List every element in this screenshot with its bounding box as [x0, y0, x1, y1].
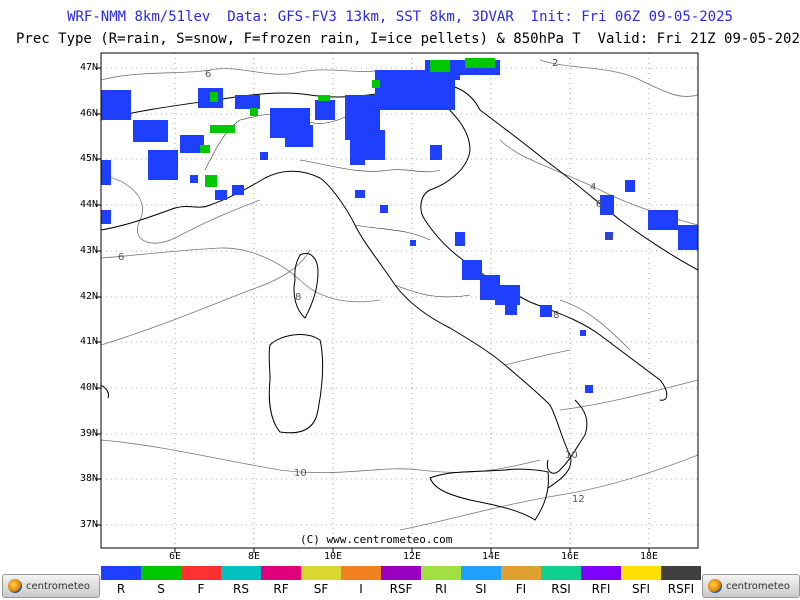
- legend-label: RI: [435, 582, 447, 596]
- model-info-title: WRF-NMM 8km/51lev Data: GFS-FV3 13km, SS…: [67, 9, 733, 25]
- precip-type-legend: [101, 566, 701, 580]
- isotherm-label: 4: [590, 182, 596, 193]
- legend-label: I: [359, 582, 363, 596]
- isotherm-label: 8: [295, 292, 301, 303]
- isotherm-label: 12: [572, 494, 585, 505]
- lon-label: 8E: [247, 551, 261, 562]
- graticule: [101, 53, 698, 548]
- axis-ticks: [96, 67, 650, 553]
- borders: [204, 97, 571, 366]
- legend-label: SFI: [631, 582, 651, 596]
- legend-swatch: [101, 566, 141, 580]
- lat-label: 39N: [79, 428, 98, 439]
- legend-swatch: [621, 566, 661, 580]
- lon-label: 16E: [560, 551, 580, 562]
- isotherm-label: 10: [565, 450, 578, 461]
- lat-label: 45N: [79, 153, 98, 164]
- legend-label: F: [197, 582, 205, 596]
- legend-swatch: [541, 566, 581, 580]
- legend-label: RSF: [389, 582, 413, 596]
- legend-labels: R S F RS RF SF I RSF RI SI FI RSI RFI SF…: [101, 582, 701, 596]
- isotherm-label: 6: [118, 252, 124, 263]
- logo-text: centrometeo: [726, 580, 791, 592]
- rain-areas: [101, 60, 698, 393]
- lat-label: 37N: [79, 519, 98, 530]
- isotherm-label: 8: [553, 310, 559, 321]
- legend-swatch: [341, 566, 381, 580]
- legend-label: S: [157, 582, 165, 596]
- isotherms-850hpa: [101, 59, 698, 531]
- legend-swatch: [221, 566, 261, 580]
- logo-text: centrometeo: [26, 580, 91, 592]
- isotherm-labels: 6 4 2 6 6 6 8 8 10 10 12: [118, 58, 613, 505]
- lat-label: 40N: [79, 382, 98, 393]
- isotherm-label: 6: [607, 232, 613, 243]
- map-frame: [100, 52, 699, 549]
- logo-globe-icon: [8, 579, 22, 593]
- legend-label: R: [116, 582, 126, 596]
- copyright-credit: (C) www.centrometeo.com: [300, 533, 453, 546]
- legend-swatch: [181, 566, 221, 580]
- lat-label: 44N: [79, 199, 98, 210]
- legend-swatch: [141, 566, 181, 580]
- isotherm-label: 2: [552, 58, 558, 69]
- lat-label: 42N: [79, 291, 98, 302]
- lat-label: 41N: [79, 336, 98, 347]
- isotherm-label: 10: [294, 468, 307, 479]
- centrometeo-logo-right[interactable]: centrometeo: [702, 574, 800, 598]
- legend-label: SF: [313, 582, 329, 596]
- product-valid-title: Prec Type (R=rain, S=snow, F=frozen rain…: [16, 31, 800, 47]
- lat-label: 38N: [79, 473, 98, 484]
- isotherm-label: 6: [596, 199, 602, 210]
- logo-globe-icon: [708, 579, 722, 593]
- legend-label: RF: [273, 582, 289, 596]
- lat-label: 47N: [79, 62, 98, 73]
- legend-swatch: [421, 566, 461, 580]
- legend-swatch: [661, 566, 701, 580]
- lat-label: 46N: [79, 108, 98, 119]
- legend-swatch: [261, 566, 301, 580]
- legend-label: RFI: [591, 582, 611, 596]
- legend-label: RS: [233, 582, 249, 596]
- snow-areas: [200, 58, 495, 187]
- legend-label: FI: [515, 582, 527, 596]
- lon-label: 12E: [402, 551, 422, 562]
- legend-label: RSFI: [667, 582, 695, 596]
- legend-swatch: [301, 566, 341, 580]
- lon-label: 10E: [323, 551, 343, 562]
- legend-swatch: [581, 566, 621, 580]
- legend-swatch: [461, 566, 501, 580]
- legend-label: RSI: [551, 582, 571, 596]
- legend-swatch: [381, 566, 421, 580]
- lon-label: 14E: [481, 551, 501, 562]
- isotherm-label: 6: [205, 69, 211, 80]
- legend-swatch: [501, 566, 541, 580]
- lon-label: 18E: [639, 551, 659, 562]
- centrometeo-logo-left[interactable]: centrometeo: [2, 574, 100, 598]
- lat-label: 43N: [79, 245, 98, 256]
- legend-label: SI: [475, 582, 487, 596]
- lon-label: 6E: [168, 551, 182, 562]
